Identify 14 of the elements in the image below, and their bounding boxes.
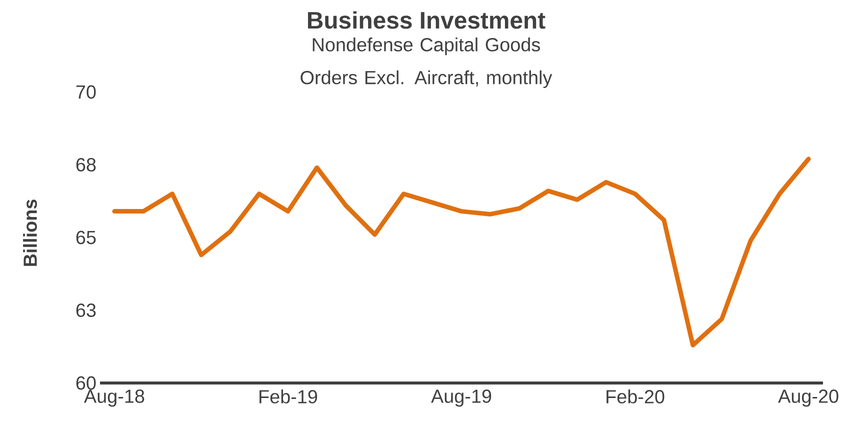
line-series <box>112 156 811 348</box>
y-axis-title: Billions <box>23 200 37 266</box>
x-tick-label: Aug-20 <box>778 390 838 407</box>
chart-title: Business Investment <box>308 11 546 29</box>
y-tick-label: 63 <box>76 304 96 317</box>
x-tick-label: Feb-19 <box>260 390 318 404</box>
y-tick-label: 60 <box>76 376 96 390</box>
y-tick-label: 70 <box>76 85 96 99</box>
x-tick-label: Feb-20 <box>606 390 664 404</box>
x-tick-label: Aug-19 <box>431 390 492 407</box>
x-tick-label: Aug-18 <box>84 390 144 407</box>
y-tick-label: 65 <box>76 230 96 244</box>
y-tick-label: 68 <box>76 158 96 172</box>
chart-subtitle: Nondefense Capital Goods Orders Excl. Aircraft, monthly <box>300 38 552 88</box>
